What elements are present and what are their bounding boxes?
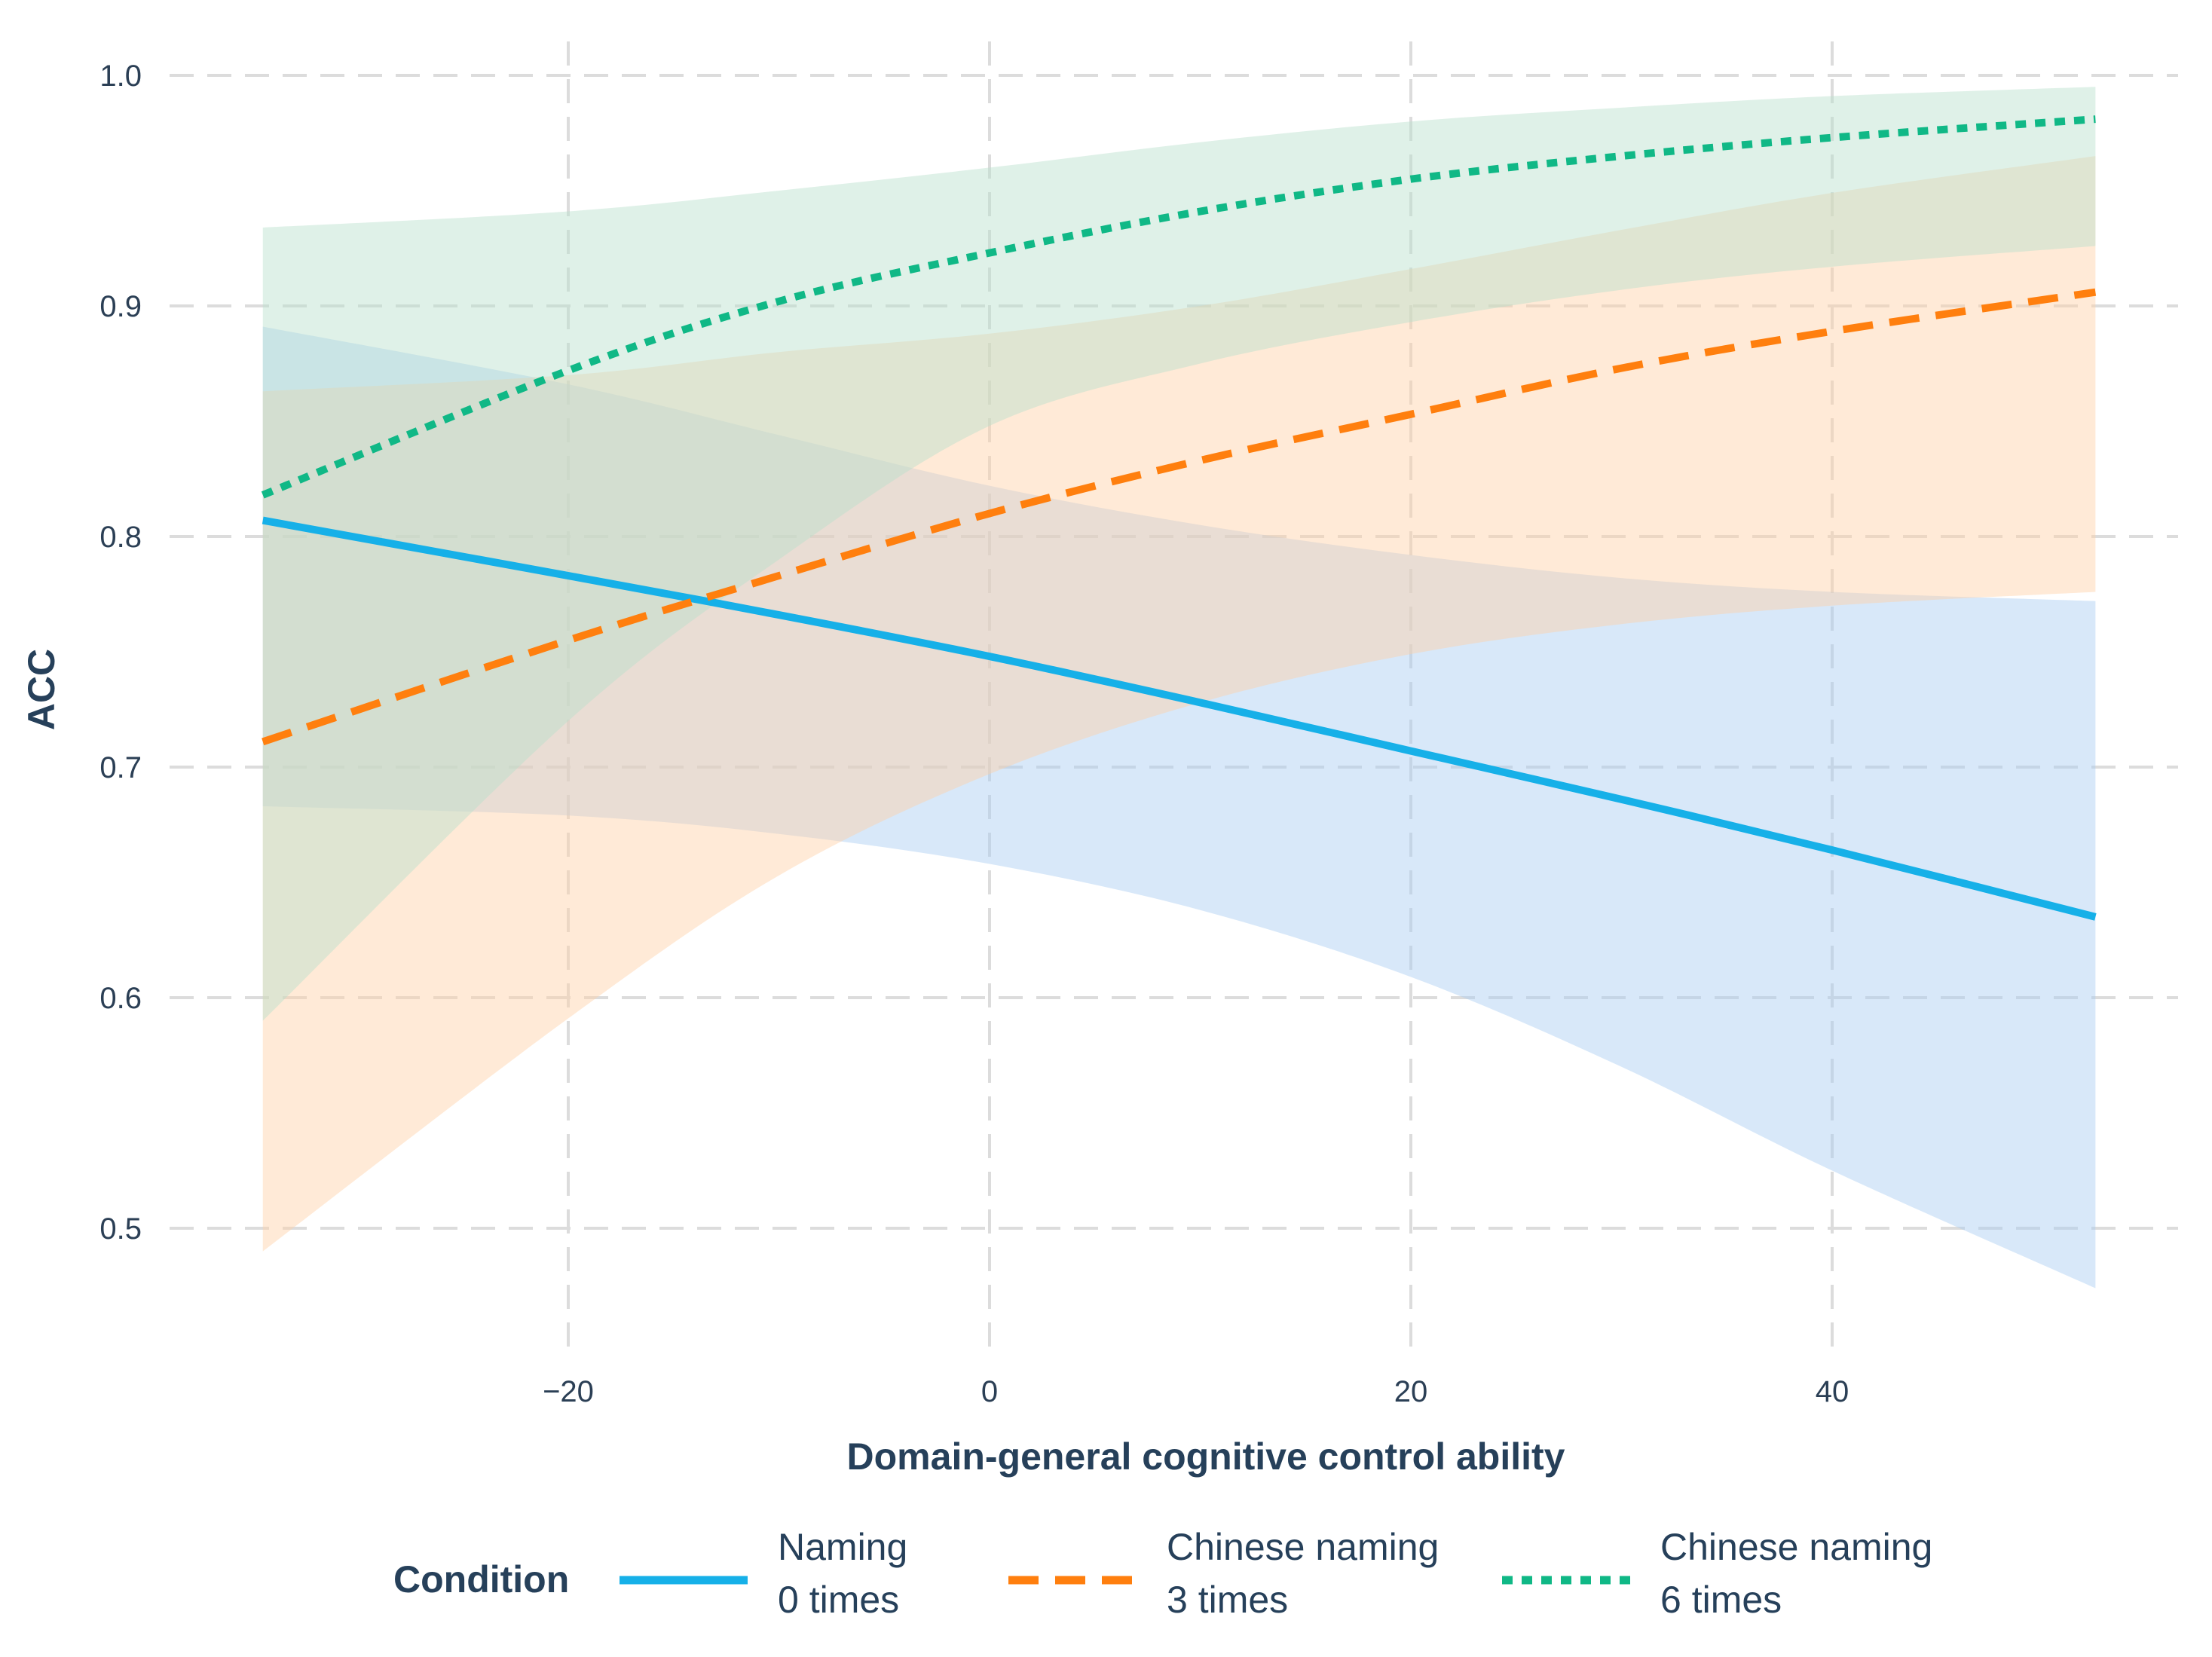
x-tick-label: 20 [1394, 1375, 1428, 1408]
y-tick-label: 0.8 [99, 521, 142, 554]
y-tick-label: 0.5 [99, 1212, 142, 1246]
legend-label-2: Chinese naming 6 times [1660, 1526, 1932, 1621]
x-axis-title: Domain-general cognitive control ability [847, 1435, 1565, 1478]
legend: Condition Naming 0 times Chinese naming 3 t… [393, 1526, 1932, 1621]
y-tick-label: 0.9 [99, 290, 142, 323]
legend-title: Condition [393, 1558, 569, 1600]
legend-item-2: Chinese naming 6 times [1502, 1526, 1932, 1621]
x-tick-label: 0 [981, 1375, 998, 1408]
x-tick-label: −20 [543, 1375, 594, 1408]
y-tick-label: 1.0 [99, 60, 142, 93]
series-lines [261, 115, 2097, 921]
tick-labels: 0.5 0.6 0.7 0.8 0.9 1.0 −20 0 20 40 [99, 60, 1849, 1408]
legend-label-0: Naming 0 times [778, 1526, 907, 1621]
line-series-1 [262, 288, 2097, 746]
legend-item-1: Chinese naming 3 times [1008, 1526, 1439, 1621]
confidence-ribbons [262, 87, 2096, 1289]
legend-label-1: Chinese naming 3 times [1167, 1526, 1439, 1621]
grid [170, 41, 2178, 1356]
x-tick-label: 40 [1816, 1375, 1849, 1408]
ribbon-series-1 [262, 156, 2096, 1252]
legend-item-0: Naming 0 times [620, 1526, 907, 1621]
y-tick-label: 0.7 [99, 751, 142, 784]
y-tick-label: 0.6 [99, 982, 142, 1015]
y-axis-title: ACC [20, 649, 63, 730]
line-series-0 [262, 516, 2097, 921]
ribbon-series-0 [262, 326, 2096, 1289]
